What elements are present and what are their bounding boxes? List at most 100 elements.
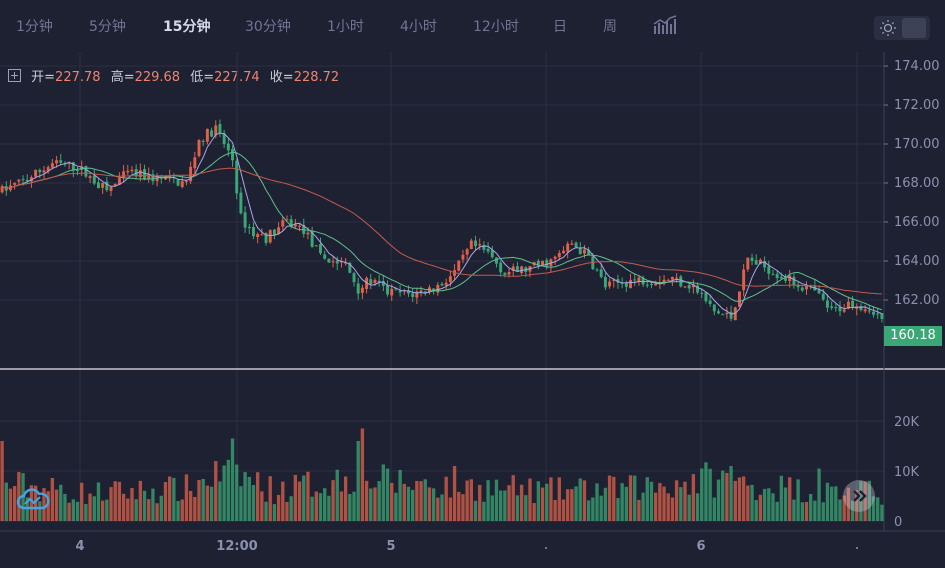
volume-bar	[880, 504, 884, 521]
volume-bar	[796, 479, 800, 521]
tab-15min[interactable]: 15分钟	[163, 19, 211, 35]
price-tick-label: 164.00	[894, 254, 940, 269]
volume-bar	[448, 497, 453, 521]
candle-body	[226, 143, 230, 151]
scroll-to-latest-button[interactable]	[843, 480, 875, 512]
tab-1hour[interactable]: 1小时	[327, 19, 364, 35]
candle-body	[50, 163, 54, 168]
volume-bar	[92, 496, 96, 521]
candle-body	[46, 167, 50, 172]
tab-5min[interactable]: 5分钟	[89, 19, 126, 35]
candle-body	[193, 157, 197, 169]
candle-body	[486, 248, 490, 252]
volume-bar	[532, 503, 536, 521]
candle-body	[754, 260, 758, 265]
candle-body	[306, 232, 310, 235]
volume-bar	[792, 499, 796, 521]
moon-icon[interactable]	[902, 18, 926, 38]
volume-bar	[134, 499, 138, 521]
candle-body	[562, 250, 565, 254]
time-tick-mark	[545, 547, 547, 549]
volume-bar	[746, 485, 750, 521]
candle-body	[319, 244, 322, 254]
volume-bar	[595, 483, 599, 521]
candle-body	[825, 300, 829, 308]
volume-bar	[725, 472, 729, 521]
volume-bar	[486, 480, 490, 521]
time-tick-label: 4	[75, 539, 84, 554]
candle-body	[800, 287, 804, 291]
price-tick-label: 162.00	[894, 293, 940, 308]
volume-bar	[536, 481, 541, 521]
volume-bar	[168, 476, 172, 521]
volume-bar	[100, 500, 105, 521]
volume-bar	[17, 471, 21, 521]
volume-bar	[850, 500, 855, 521]
candle-body	[239, 192, 243, 214]
volume-bar	[695, 493, 700, 521]
candle-body	[448, 276, 452, 282]
candle-body	[750, 257, 754, 261]
expand-icon[interactable]	[8, 69, 21, 82]
volume-bar	[419, 481, 423, 521]
tab-4hour[interactable]: 4小时	[400, 19, 437, 35]
candle-body	[553, 256, 557, 259]
volume-bar	[846, 487, 851, 521]
volume-bar	[348, 493, 352, 521]
volume-bar	[222, 465, 226, 521]
volume-bar	[545, 483, 549, 521]
volume-bar	[29, 485, 34, 521]
indicators-icon[interactable]	[652, 14, 678, 36]
time-tick-label: 5	[386, 539, 395, 554]
tab-day[interactable]: 日	[553, 19, 567, 35]
volume-bar	[645, 477, 649, 521]
volume-bar	[712, 497, 716, 521]
candle-body	[796, 284, 800, 288]
candle-body	[76, 170, 79, 172]
candle-body	[17, 179, 21, 182]
volume-bar	[553, 500, 557, 521]
candle-body	[872, 311, 875, 315]
tab-week[interactable]: 周	[603, 19, 617, 35]
candle-body	[419, 290, 423, 293]
candle-body	[557, 253, 561, 258]
volume-bar	[318, 493, 323, 521]
candle-body	[499, 262, 503, 273]
candle-body	[298, 225, 302, 227]
volume-bar	[700, 468, 704, 521]
sun-icon[interactable]	[876, 18, 900, 38]
volume-bar	[184, 474, 189, 521]
volume-bar	[503, 490, 507, 521]
candle-body	[474, 240, 477, 247]
candle-body	[700, 292, 704, 294]
tab-1min[interactable]: 1分钟	[16, 19, 53, 35]
volume-bar	[637, 499, 641, 521]
volume-bar	[779, 475, 784, 521]
volume-bar	[33, 485, 38, 521]
candle-body	[662, 279, 666, 284]
tab-30min[interactable]: 30分钟	[245, 19, 291, 35]
volume-bar	[84, 503, 88, 521]
candle-body	[737, 291, 741, 307]
volume-bar	[4, 482, 8, 521]
volume-bar	[105, 499, 109, 521]
candle-body	[637, 277, 641, 282]
high-label: 高=	[110, 70, 135, 85]
candle-body	[381, 281, 385, 286]
candle-body	[641, 277, 645, 285]
candle-body	[21, 179, 25, 181]
volume-bar	[607, 475, 612, 521]
candle-body	[126, 170, 130, 173]
volume-bar	[624, 486, 629, 521]
volume-bar	[490, 495, 494, 521]
volume-tick-label: 0	[894, 515, 902, 530]
tab-12hour[interactable]: 12小时	[473, 19, 519, 35]
volume-bar	[239, 486, 243, 521]
volume-bar	[804, 501, 809, 521]
candle-body	[71, 162, 75, 171]
candle-body	[335, 260, 339, 264]
candle-body	[164, 178, 167, 180]
volume-bar	[423, 479, 427, 521]
volume-bar	[616, 498, 620, 521]
